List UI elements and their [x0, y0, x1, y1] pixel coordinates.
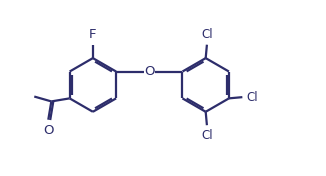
Text: Cl: Cl	[201, 129, 213, 142]
Text: F: F	[89, 28, 96, 41]
Text: O: O	[43, 124, 53, 137]
Text: Cl: Cl	[201, 28, 213, 41]
Text: O: O	[144, 65, 155, 78]
Text: Cl: Cl	[246, 91, 258, 104]
